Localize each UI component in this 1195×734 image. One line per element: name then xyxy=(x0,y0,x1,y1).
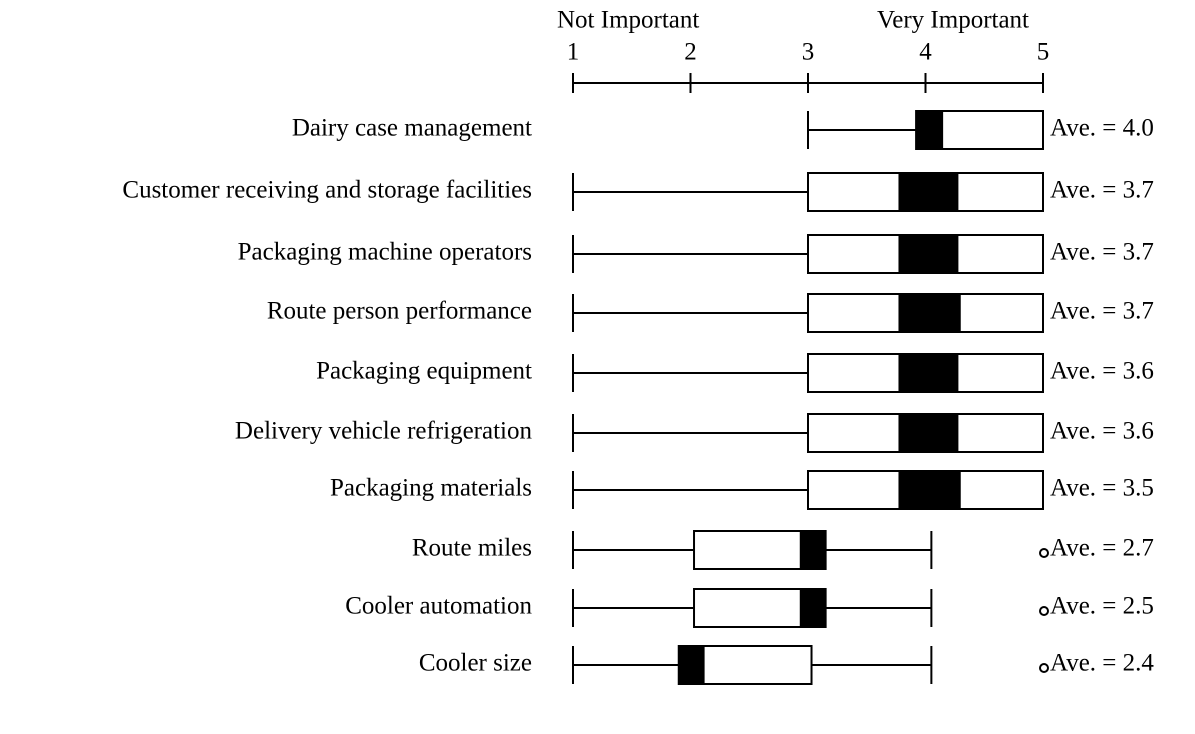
median-band xyxy=(678,646,705,684)
category-label: Route person performance xyxy=(267,298,532,325)
x-tick-label: 4 xyxy=(919,39,932,66)
category-label: Customer receiving and storage facilitie… xyxy=(122,177,532,204)
median-band xyxy=(898,235,959,273)
category-label: Packaging equipment xyxy=(316,358,532,385)
average-label: Ave. = 2.4 xyxy=(1050,650,1154,677)
average-label: Ave. = 3.6 xyxy=(1050,358,1154,385)
median-band xyxy=(898,471,961,509)
median-band xyxy=(799,531,826,569)
x-tick-label: 1 xyxy=(567,39,580,66)
category-label: Packaging machine operators xyxy=(238,239,532,266)
category-label: Delivery vehicle refrigeration xyxy=(235,418,533,445)
outlier xyxy=(1039,606,1049,616)
average-label: Ave. = 3.6 xyxy=(1050,418,1154,445)
category-label: Dairy case management xyxy=(292,115,532,142)
median-band xyxy=(898,294,961,332)
x-tick-label: 2 xyxy=(684,39,697,66)
median-band xyxy=(799,589,826,627)
category-label: Route miles xyxy=(412,535,532,562)
annotation: Not Important xyxy=(557,7,699,34)
average-label: Ave. = 2.5 xyxy=(1050,593,1154,620)
average-label: Ave. = 3.7 xyxy=(1050,239,1154,266)
outlier xyxy=(1039,548,1049,558)
median-band xyxy=(916,111,944,149)
median-band xyxy=(898,414,959,452)
average-label: Ave. = 2.7 xyxy=(1050,535,1154,562)
outlier xyxy=(1039,663,1049,673)
median-band xyxy=(898,354,959,392)
x-tick-label: 5 xyxy=(1037,39,1050,66)
category-label: Cooler size xyxy=(419,650,532,677)
average-label: Ave. = 3.7 xyxy=(1050,298,1154,325)
average-label: Ave. = 3.7 xyxy=(1050,177,1154,204)
average-label: Ave. = 3.5 xyxy=(1050,475,1154,502)
average-label: Ave. = 4.0 xyxy=(1050,115,1154,142)
category-label: Cooler automation xyxy=(345,593,532,620)
x-tick-label: 3 xyxy=(802,39,815,66)
median-band xyxy=(898,173,959,211)
category-label: Packaging materials xyxy=(330,475,532,502)
annotation: Very Important xyxy=(877,7,1029,34)
